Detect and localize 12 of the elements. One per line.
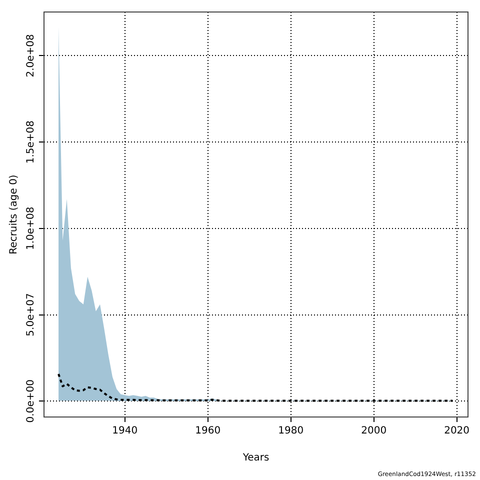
y-tick-label: 1.5e+08 — [26, 120, 37, 164]
x-tick-label: 2020 — [444, 426, 470, 437]
y-tick-label: 1.0e+08 — [26, 206, 37, 250]
y-tick-label: 0.0e+00 — [26, 380, 37, 423]
x-axis-title: Years — [242, 452, 270, 464]
y-axis-title: Recruits (age 0) — [8, 174, 20, 254]
y-tick-label: 2.0e+08 — [26, 34, 37, 78]
x-tick-label: 2000 — [361, 426, 387, 437]
x-tick-label: 1960 — [195, 426, 221, 437]
y-tick-label: 5.0e+07 — [26, 293, 37, 336]
x-tick-label: 1940 — [112, 426, 138, 437]
x-tick-label: 1980 — [278, 426, 304, 437]
